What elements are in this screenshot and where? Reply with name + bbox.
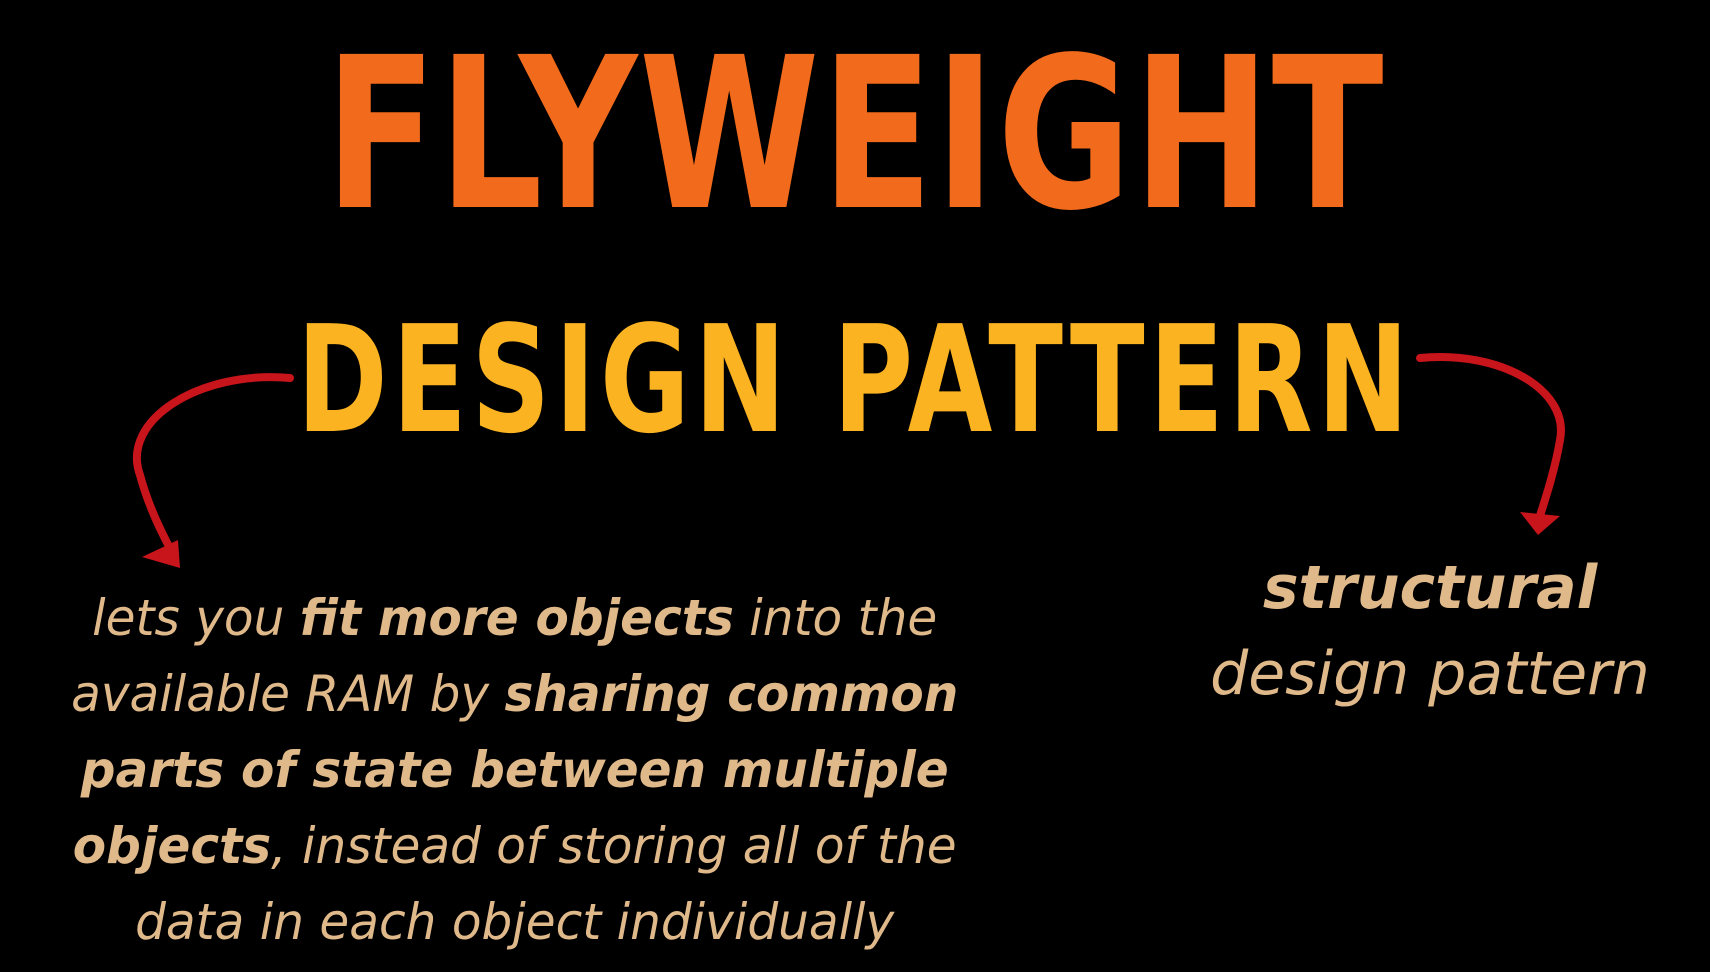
desc-emphasis: parts of state between multiple bbox=[80, 741, 949, 799]
desc-line-1: lets you fit more objects into the bbox=[20, 580, 1009, 656]
subtitle-design-pattern: DESIGN PATTERN bbox=[296, 294, 1414, 466]
right-description: structural design pattern bbox=[1170, 545, 1690, 717]
title-flyweight: FLYWEIGHT bbox=[324, 12, 1386, 257]
desc-text: into the bbox=[733, 589, 938, 647]
desc-line-3: parts of state between multiple bbox=[20, 732, 1009, 808]
desc-text: available RAM by bbox=[71, 665, 505, 723]
left-description: lets you fit more objects into the avail… bbox=[20, 580, 1009, 960]
desc-line-2: available RAM by sharing common bbox=[20, 656, 1009, 732]
desc-emphasis: structural bbox=[1262, 553, 1598, 623]
right-normal-line: design pattern bbox=[1210, 639, 1650, 709]
desc-emphasis: sharing common bbox=[504, 665, 959, 723]
right-bold-line: structural bbox=[1170, 545, 1690, 631]
desc-line-4: objects, instead of storing all of the bbox=[20, 808, 1009, 884]
desc-emphasis: fit more objects bbox=[299, 589, 734, 647]
desc-emphasis: objects bbox=[72, 817, 272, 875]
desc-text: , instead of storing all of the bbox=[271, 817, 957, 875]
desc-line-5: data in each object individually bbox=[20, 884, 1009, 960]
desc-text: lets you bbox=[92, 589, 300, 647]
desc-text: data in each object individually bbox=[135, 893, 895, 951]
